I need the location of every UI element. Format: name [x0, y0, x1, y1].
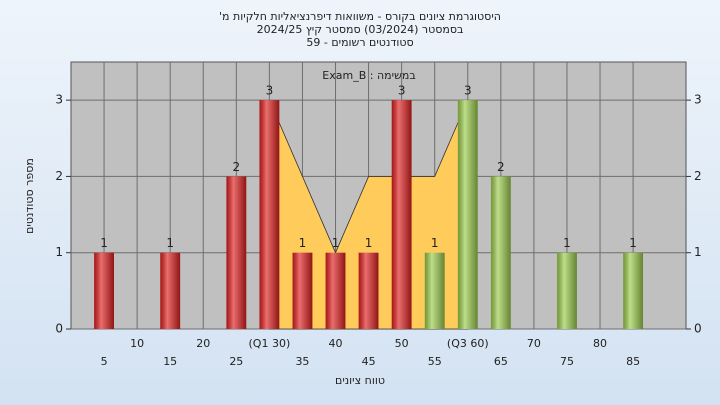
bar-shade [457, 100, 478, 330]
y-tick-label: 2 [55, 169, 63, 183]
x-tick-label: 35 [295, 355, 309, 368]
x-tick-label: 75 [560, 355, 574, 368]
data-label: 1 [563, 236, 571, 250]
chart-title: בסמסטר (03/2024) סמסטר קיץ 2024/25 [257, 23, 464, 36]
chart-title: סטודנטים רשומים - 59 [306, 36, 413, 49]
x-tick-label: 25 [229, 355, 243, 368]
x-tick-label: 10 [130, 337, 144, 350]
x-axis-label: טווח ציונים [335, 374, 385, 387]
bar-shade [292, 252, 313, 329]
x-tick-label: (Q3 60) [447, 337, 489, 350]
data-label: 3 [398, 84, 406, 98]
data-label: 1 [100, 236, 108, 250]
x-tick-label: 40 [329, 337, 343, 350]
x-tick-label: 5 [101, 355, 108, 368]
y2-tick-label: 2 [694, 169, 702, 183]
bar-shade [358, 252, 379, 329]
x-tick-label: 50 [395, 337, 409, 350]
chart-title: היסטוגרמת ציונים בקורס - משוואות דיפרנצי… [219, 10, 501, 23]
bar-shade [490, 176, 511, 329]
data-label: 3 [464, 84, 472, 98]
y-tick-label: 3 [55, 93, 63, 107]
x-tick-label: 45 [362, 355, 376, 368]
y2-tick-label: 0 [694, 322, 702, 336]
x-tick-label: 55 [428, 355, 442, 368]
data-label: 1 [431, 236, 439, 250]
x-tick-label: 85 [626, 355, 640, 368]
x-tick-label: 70 [527, 337, 541, 350]
x-tick-label: 15 [163, 355, 177, 368]
bar-shade [623, 252, 644, 329]
data-label: 1 [166, 236, 174, 250]
x-tick-label: 20 [196, 337, 210, 350]
bar-shade [557, 252, 577, 329]
y-tick-label: 0 [55, 322, 63, 336]
y-tick-label: 1 [55, 245, 63, 259]
x-tick-label: 65 [494, 355, 508, 368]
data-label: 1 [299, 236, 307, 250]
bar-shade [259, 100, 280, 330]
x-tick-label: (Q1 30) [249, 337, 291, 350]
x-tick-label: 80 [593, 337, 607, 350]
data-label: 3 [266, 84, 274, 98]
bar-shade [226, 176, 247, 329]
data-label: 2 [497, 160, 505, 174]
data-label: 1 [365, 236, 373, 250]
y-axis-label: מספר סטודנטים [23, 158, 36, 234]
data-label: 1 [629, 236, 637, 250]
data-label: 1 [332, 236, 340, 250]
bar-shade [325, 252, 346, 329]
bar-shade [94, 252, 114, 329]
bar-shade [160, 252, 181, 329]
bar-shade [391, 100, 412, 330]
y2-tick-label: 1 [694, 245, 702, 259]
bar-shade [424, 252, 445, 329]
y2-tick-label: 3 [694, 93, 702, 107]
data-label: 2 [233, 160, 241, 174]
